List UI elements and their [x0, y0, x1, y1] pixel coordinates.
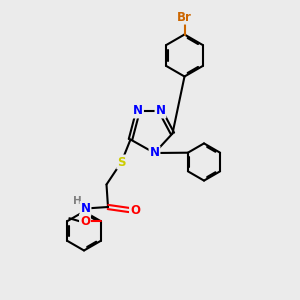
Text: H: H — [73, 196, 82, 206]
Text: S: S — [117, 155, 126, 169]
Text: O: O — [130, 203, 140, 217]
Text: N: N — [149, 146, 160, 160]
Text: Br: Br — [177, 11, 192, 24]
Text: N: N — [155, 104, 166, 118]
Text: N: N — [133, 104, 143, 118]
Text: O: O — [80, 215, 90, 228]
Text: N: N — [80, 202, 91, 215]
